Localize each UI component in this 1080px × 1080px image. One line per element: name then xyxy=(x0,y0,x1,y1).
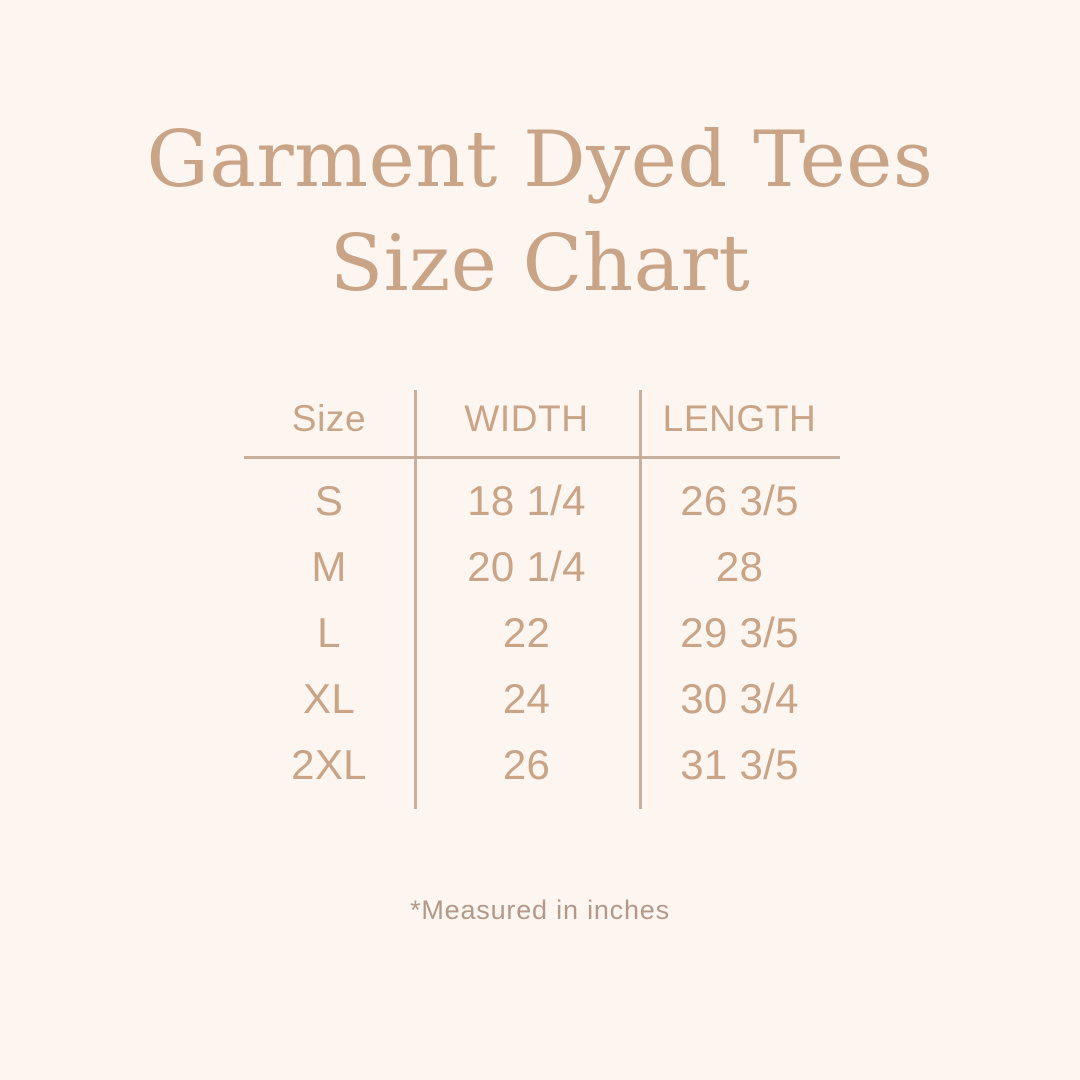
header-rule xyxy=(244,456,840,459)
title-line-2: Size Chart xyxy=(329,219,751,309)
size-table: Size WIDTH LENGTH S 18 1/4 26 3/5 M 20 1… xyxy=(244,386,840,810)
cell-length: 31 3/5 xyxy=(680,741,799,788)
table-row: S 18 1/4 26 3/5 xyxy=(244,472,840,530)
cell-size: S xyxy=(314,477,344,524)
table-row: XL 24 30 3/4 xyxy=(244,670,840,728)
cell-length: 30 3/4 xyxy=(680,675,799,722)
cell-size: 2XL xyxy=(291,741,367,788)
column-header-length: LENGTH xyxy=(662,398,817,439)
table-row: 2XL 26 31 3/5 xyxy=(244,736,840,794)
cell-size: XL xyxy=(303,675,355,722)
cell-width: 26 xyxy=(502,741,551,788)
cell-length: 28 xyxy=(715,543,764,590)
column-header-size: Size xyxy=(291,398,367,439)
page-title: Garment Dyed Tees Size Chart xyxy=(0,108,1080,316)
table-header-row: Size WIDTH LENGTH xyxy=(244,386,840,452)
title-line-1: Garment Dyed Tees xyxy=(146,115,934,205)
column-header-width: WIDTH xyxy=(464,398,589,439)
cell-width: 18 1/4 xyxy=(467,477,586,524)
cell-length: 26 3/5 xyxy=(680,477,799,524)
table-row: L 22 29 3/5 xyxy=(244,604,840,662)
column-divider-2 xyxy=(639,390,642,809)
cell-width: 22 xyxy=(502,609,551,656)
cell-length: 29 3/5 xyxy=(680,609,799,656)
table-row: M 20 1/4 28 xyxy=(244,538,840,596)
measurement-note: *Measured in inches xyxy=(410,895,670,925)
column-divider-1 xyxy=(414,390,417,809)
cell-width: 20 1/4 xyxy=(467,543,586,590)
cell-width: 24 xyxy=(502,675,551,722)
cell-size: M xyxy=(311,543,347,590)
cell-size: L xyxy=(317,609,341,656)
